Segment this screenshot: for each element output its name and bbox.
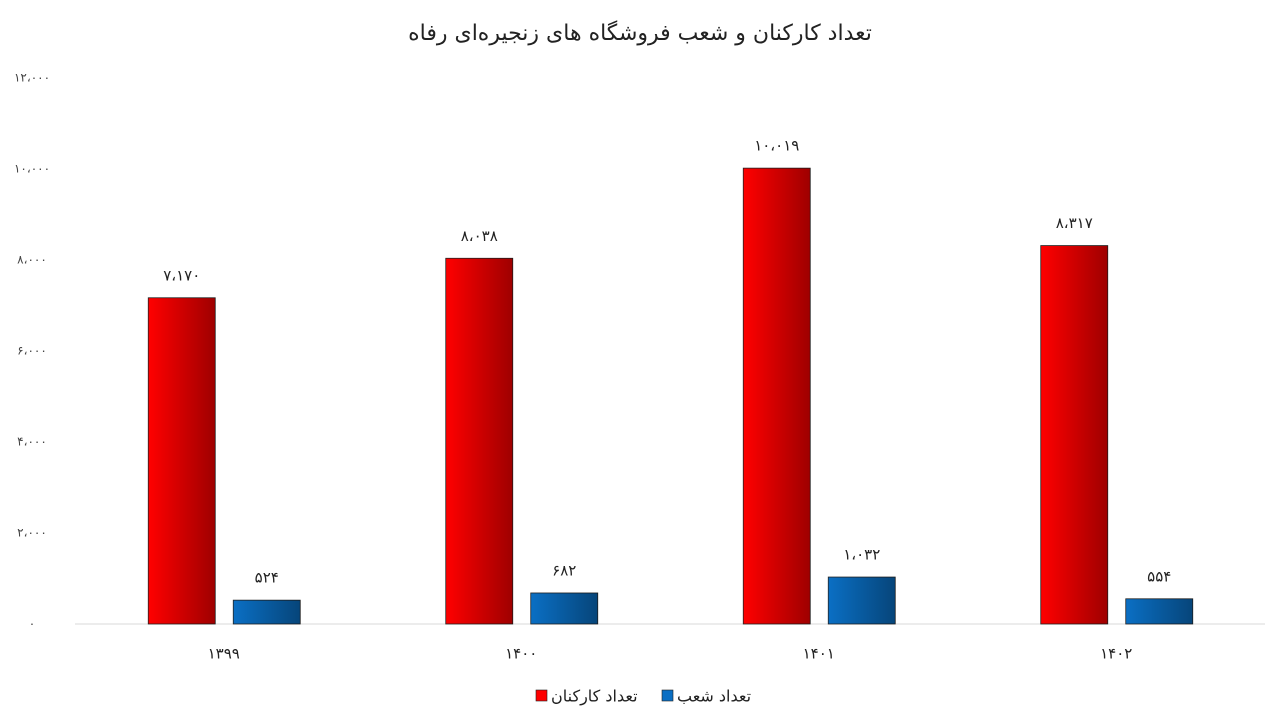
bar xyxy=(742,167,811,625)
legend-swatch xyxy=(661,689,674,702)
value-label: ۸،۳۱۷ xyxy=(1056,214,1093,232)
chart-title: تعداد کارکنان و شعب فروشگاه های زنجیره‌ا… xyxy=(408,20,872,46)
x-tick-label: ۱۴۰۱ xyxy=(803,645,835,663)
legend-swatch xyxy=(535,689,548,702)
y-tick-label: ۶،۰۰۰ xyxy=(17,344,47,358)
y-tick-label: ۱۰،۰۰۰ xyxy=(14,162,50,176)
value-label: ۵۵۴ xyxy=(1147,567,1171,585)
value-label: ۶۸۲ xyxy=(552,561,576,579)
y-tick-label: ۱۲،۰۰۰ xyxy=(14,71,50,85)
y-tick-label: ۴،۰۰۰ xyxy=(17,435,47,449)
bar xyxy=(445,257,514,625)
bar xyxy=(1040,245,1109,625)
x-tick-label: ۱۳۹۹ xyxy=(208,645,240,663)
bar xyxy=(232,599,301,625)
bar xyxy=(1125,598,1194,625)
y-tick-label: ۲،۰۰۰ xyxy=(17,526,47,540)
bar xyxy=(147,297,216,625)
legend-label: تعداد شعب xyxy=(677,687,751,706)
y-tick-label: ۸،۰۰۰ xyxy=(17,253,47,267)
value-label: ۱،۰۳۲ xyxy=(843,546,880,564)
value-label: ۵۲۴ xyxy=(255,569,279,587)
bar xyxy=(530,592,599,625)
value-label: ۷،۱۷۰ xyxy=(163,266,200,284)
legend-label: تعداد کارکنان xyxy=(551,687,638,707)
value-label: ۸،۰۳۸ xyxy=(461,227,498,245)
value-label: ۱۰،۰۱۹ xyxy=(754,137,799,155)
bar xyxy=(827,576,896,625)
y-tick-label: ۰ xyxy=(29,617,35,631)
x-tick-label: ۱۴۰۲ xyxy=(1100,645,1132,663)
x-tick-label: ۱۴۰۰ xyxy=(505,645,537,663)
